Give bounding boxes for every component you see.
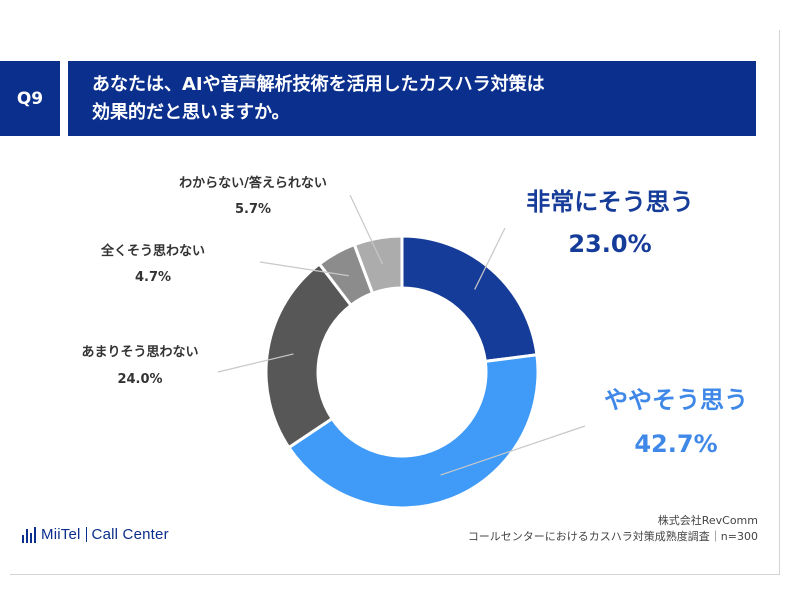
source-note: 株式会社RevComm コールセンターにおけるカスハラ対策成熟度調査｜n=300 (468, 513, 758, 545)
value-label-not-at-all: 4.7% (135, 270, 171, 285)
value-label-not-much: 24.0% (117, 372, 162, 387)
source-company: 株式会社RevComm (657, 514, 758, 527)
donut-slice-somewhat (286, 353, 540, 510)
slide-frame (10, 30, 780, 575)
category-label-somewhat: ややそう思う (604, 386, 748, 414)
category-label-not-much: あまりそう思わない (81, 345, 198, 360)
leader-line-not-much (217, 353, 294, 373)
brand-logo: MiiTel Call Center (22, 526, 169, 543)
value-label-very-much: 23.0% (568, 230, 651, 258)
leader-line-dont-know (349, 194, 383, 265)
brand-product: Call Center (91, 526, 169, 543)
value-label-dont-know: 5.7% (235, 202, 271, 217)
category-label-very-much: 非常にそう思う (526, 188, 694, 216)
source-survey: コールセンターにおけるカスハラ対策成熟度調査｜n=300 (467, 530, 758, 543)
question-title-bar: あなたは、AIや音声解析技術を活用したカスハラ対策は 効果的だと思いますか。 (68, 61, 756, 136)
value-label-somewhat: 42.7% (634, 430, 717, 458)
leader-line-not-at-all (259, 261, 349, 277)
leader-line-somewhat (440, 425, 586, 476)
question-title-line-1: あなたは、AIや音声解析技術を活用したカスハラ対策は (92, 74, 545, 95)
question-number-badge: Q9 (0, 61, 60, 136)
soundwave-icon (22, 526, 36, 543)
leader-line-very-much (474, 227, 506, 290)
donut-slice-dont-know (352, 234, 404, 296)
question-title-line-2: 効果的だと思いますか。 (92, 102, 290, 123)
donut-slice-not-much (264, 261, 354, 450)
brand-name: MiiTel (41, 526, 81, 543)
category-label-dont-know: わからない/答えられない (179, 175, 327, 191)
brand-divider (85, 527, 87, 542)
question-number: Q9 (16, 88, 44, 109)
category-label-not-at-all: 全くそう思わない (100, 243, 205, 259)
donut-slice-very-much (400, 234, 539, 364)
